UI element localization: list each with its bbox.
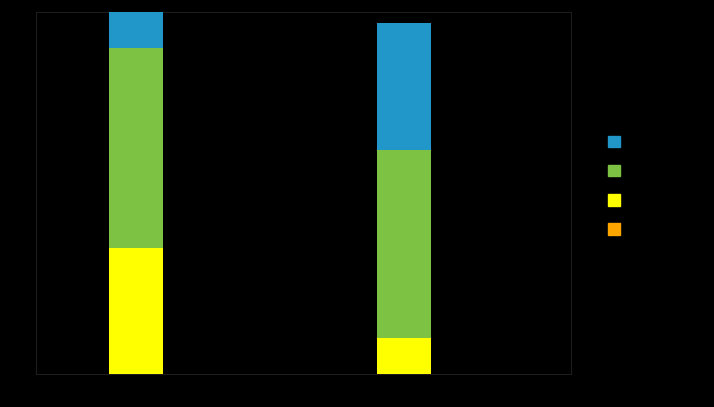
Bar: [109, 12, 163, 48]
Bar: [109, 247, 163, 374]
Bar: [109, 48, 163, 247]
Bar: [377, 338, 431, 374]
Bar: [377, 150, 431, 338]
Legend: , , , : , , ,: [605, 132, 625, 240]
Bar: [377, 23, 431, 150]
